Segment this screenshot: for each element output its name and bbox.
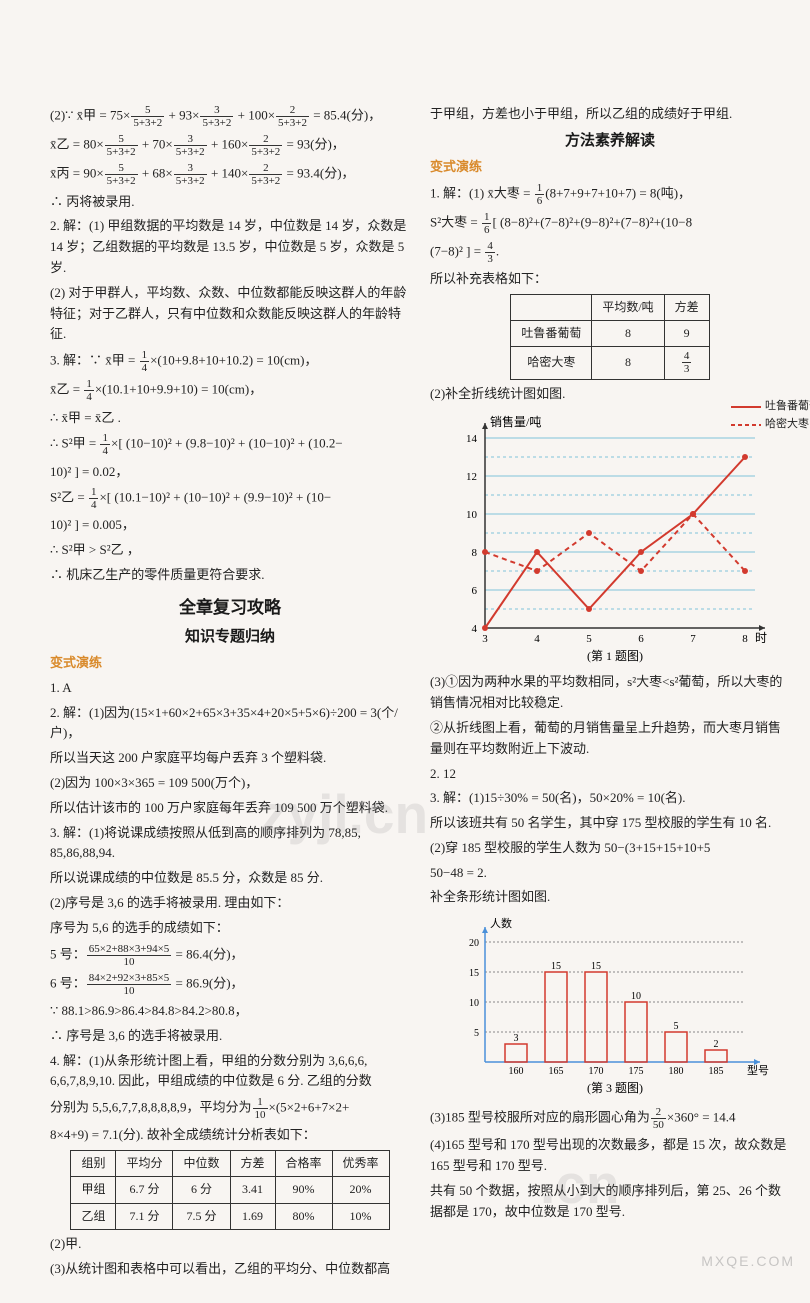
svg-text:20: 20 xyxy=(469,938,479,949)
body-text: (2)穿 185 型校服的学生人数为 50−(3+15+15+10+5 xyxy=(430,838,790,859)
body-text: 于甲组，方差也小于甲组，所以乙组的成绩好于甲组. xyxy=(430,104,790,125)
body-text: (3)从统计图和表格中可以看出，乙组的平均分、中位数都高 xyxy=(50,1259,410,1280)
body-text: (2) 对于甲群人，平均数、众数、中位数都能反映这群人的年龄特征；对于乙群人，只… xyxy=(50,283,410,345)
svg-text:4: 4 xyxy=(472,623,478,635)
svg-text:6: 6 xyxy=(638,633,644,645)
svg-text:12: 12 xyxy=(466,471,477,483)
equation: (7−8)² ] = 43. xyxy=(430,240,790,265)
equation: x̄丙 = 90×55+3+2 + 68×35+3+2 + 140×25+3+2… xyxy=(50,162,410,187)
body-text: 所以当天这 200 户家庭平均每户丢弃 3 个塑料袋. xyxy=(50,748,410,769)
svg-text:(第 3 题图): (第 3 题图) xyxy=(587,1081,643,1095)
body-text: 补全条形统计图如图. xyxy=(430,887,790,908)
body-text: 2. 解：(1)因为(15×1+60×2+65×3+35×4+20×5+5×6)… xyxy=(50,703,410,745)
answer: 2. 12 xyxy=(430,764,790,785)
svg-text:15: 15 xyxy=(551,961,561,972)
body-text: (2)甲. xyxy=(50,1234,410,1255)
svg-text:160: 160 xyxy=(509,1066,524,1077)
body-text: ∴ S²甲 > S²乙 ， xyxy=(50,540,410,561)
svg-text:型号: 型号 xyxy=(747,1063,769,1077)
footer-watermark: MXQE.COM xyxy=(701,1250,795,1272)
svg-text:10: 10 xyxy=(466,509,478,521)
body-text: (4)165 型号和 170 型号出现的次数最多，都是 15 次，故众数是 16… xyxy=(430,1135,790,1177)
equation: 6 号：84×2+92×3+85×510 = 86.9(分)， xyxy=(50,972,410,997)
equation: S²乙 = 14×[ (10.1−10)² + (10−10)² + (9.9−… xyxy=(50,486,410,511)
body-text: 4. 解：(1)从条形统计图上看，甲组的分数分别为 3,6,6,6, 6,6,7… xyxy=(50,1051,410,1093)
svg-text:6: 6 xyxy=(472,585,478,597)
svg-text:8: 8 xyxy=(472,547,478,559)
section-title: 全章复习攻略 xyxy=(50,594,410,621)
equation: x̄乙 = 80×55+3+2 + 70×35+3+2 + 160×25+3+2… xyxy=(50,133,410,158)
line-chart: 吐鲁番葡萄 哈密大枣 468101214345678销售量/吨时(第 1 题图) xyxy=(430,408,790,668)
svg-text:8: 8 xyxy=(742,633,748,645)
right-column: 于甲组，方差也小于甲组，所以乙组的成绩好于甲组. 方法素养解读 变式演练 1. … xyxy=(430,100,790,1283)
svg-text:7: 7 xyxy=(690,633,696,645)
body-text: 所以估计该市的 100 万户家庭每年丢弃 109 500 万个塑料袋. xyxy=(50,798,410,819)
body-text: 8×4+9) = 7.1(分). 故补全成绩统计分析表如下： xyxy=(50,1125,410,1146)
svg-text:10: 10 xyxy=(631,991,641,1002)
equation: 1. 解：(1) x̄大枣 = 16(8+7+9+7+10+7) = 8(吨)， xyxy=(430,182,790,207)
body-text: (3)①因为两种水果的平均数相同，s²大枣<s²葡萄，所以大枣的销售情况相对比较… xyxy=(430,672,790,714)
bar-chart-svg: 5 10 15 20 3 160 15 165 15 170 10 175 5 180 2 185 人数型号 (第… xyxy=(430,912,770,1102)
left-column: (2)∵ x̄甲 = 75×55+3+2 + 93×35+3+2 + 100×2… xyxy=(50,100,410,1283)
svg-text:销售量/吨: 销售量/吨 xyxy=(490,414,541,429)
body-text: 2. 解：(1) 甲组数据的平均数是 14 岁，中位数是 14 岁，众数是 14… xyxy=(50,216,410,278)
body-text: ∴ x̄甲 = x̄乙 . xyxy=(50,408,410,429)
svg-text:人数: 人数 xyxy=(490,917,512,930)
svg-text:5: 5 xyxy=(674,1021,679,1032)
svg-text:3: 3 xyxy=(514,1033,519,1044)
section-subtitle: 知识专题归纳 xyxy=(50,625,410,649)
svg-text:175: 175 xyxy=(629,1066,644,1077)
body-text: 50−48 = 2. xyxy=(430,863,790,884)
body-text: ②从折线图上看，葡萄的月销售量呈上升趋势，而大枣月销售量则在平均数附近上下波动. xyxy=(430,718,790,760)
svg-text:15: 15 xyxy=(591,961,601,972)
equation: 5 号：65×2+88×3+94×510 = 86.4(分)， xyxy=(50,943,410,968)
equation: S²大枣 = 16[ (8−8)²+(7−8)²+(9−8)²+(7−8)²+(… xyxy=(430,211,790,236)
svg-text:5: 5 xyxy=(586,633,592,645)
body-text: 共有 50 个数据，按照从小到大的顺序排列后，第 25、26 个数据都是 170… xyxy=(430,1181,790,1223)
svg-text:时: 时 xyxy=(755,631,767,645)
chart-legend: 吐鲁番葡萄 哈密大枣 xyxy=(731,398,810,433)
svg-text:165: 165 xyxy=(549,1066,564,1077)
fruit-table: 平均数/吨方差吐鲁番葡萄89哈密大枣843 xyxy=(510,294,709,380)
body-text: 10)² ] = 0.02， xyxy=(50,462,410,483)
svg-text:15: 15 xyxy=(469,968,479,979)
equation: 3. 解：∵ x̄甲 = 14×(10+9.8+10+10.2) = 10(cm… xyxy=(50,349,410,374)
svg-text:(第 1 题图): (第 1 题图) xyxy=(587,649,643,663)
svg-text:5: 5 xyxy=(474,1028,479,1039)
body-text: 10)² ] = 0.005， xyxy=(50,515,410,536)
svg-text:4: 4 xyxy=(534,633,540,645)
variant-practice-label: 变式演练 xyxy=(430,157,790,178)
body-text: ∵ 88.1>86.9>86.4>84.8>84.2>80.8， xyxy=(50,1001,410,1022)
equation: ∴ S²甲 = 14×[ (10−10)² + (9.8−10)² + (10−… xyxy=(50,432,410,457)
answer: 1. A xyxy=(50,678,410,699)
section-subtitle: 方法素养解读 xyxy=(430,129,790,153)
line-chart-svg: 468101214345678销售量/吨时(第 1 题图) xyxy=(430,408,770,668)
equation: (2)∵ x̄甲 = 75×55+3+2 + 93×35+3+2 + 100×2… xyxy=(50,104,410,129)
body-text: 所以说课成绩的中位数是 85.5 分，众数是 85 分. xyxy=(50,868,410,889)
body-text: 所以该班共有 50 名学生，其中穿 175 型校服的学生有 10 名. xyxy=(430,813,790,834)
variant-practice-label: 变式演练 xyxy=(50,653,410,674)
body-text: 3. 解：(1)将说课成绩按照从低到高的顺序排列为 78,85, 85,86,8… xyxy=(50,823,410,865)
score-table: 组别平均分中位数方差合格率优秀率甲组6.7 分6 分3.4190%20%乙组7.… xyxy=(70,1150,389,1230)
svg-text:3: 3 xyxy=(482,633,488,645)
body-text: ∴ 机床乙生产的零件质量更符合要求. xyxy=(50,565,410,586)
bar-chart: 5 10 15 20 3 160 15 165 15 170 10 175 5 180 2 185 人数型号 (第… xyxy=(430,912,790,1102)
svg-text:185: 185 xyxy=(709,1066,724,1077)
body-text: 序号为 5,6 的选手的成绩如下： xyxy=(50,918,410,939)
body-text: ∴ 序号是 3,6 的选手将被录用. xyxy=(50,1026,410,1047)
svg-text:170: 170 xyxy=(589,1066,604,1077)
svg-text:10: 10 xyxy=(469,998,479,1009)
body-text: (2)序号是 3,6 的选手将被录用. 理由如下： xyxy=(50,893,410,914)
body-text: 3. 解：(1)15÷30% = 50(名)，50×20% = 10(名). xyxy=(430,788,790,809)
svg-text:180: 180 xyxy=(669,1066,684,1077)
equation: 分别为 5,5,6,7,7,8,8,8,8,9，平均分为110×(5×2+6+7… xyxy=(50,1096,410,1121)
body-text: 所以补充表格如下： xyxy=(430,269,790,290)
svg-text:2: 2 xyxy=(714,1039,719,1050)
body-text: (2)因为 100×3×365 = 109 500(万个)， xyxy=(50,773,410,794)
equation: (3)185 型号校服所对应的扇形圆心角为250×360° = 14.4 xyxy=(430,1106,790,1131)
result-text: ∴ 丙将被录用. xyxy=(50,192,410,213)
equation: x̄乙 = 14×(10.1+10+9.9+10) = 10(cm)， xyxy=(50,378,410,403)
svg-text:14: 14 xyxy=(466,433,478,445)
